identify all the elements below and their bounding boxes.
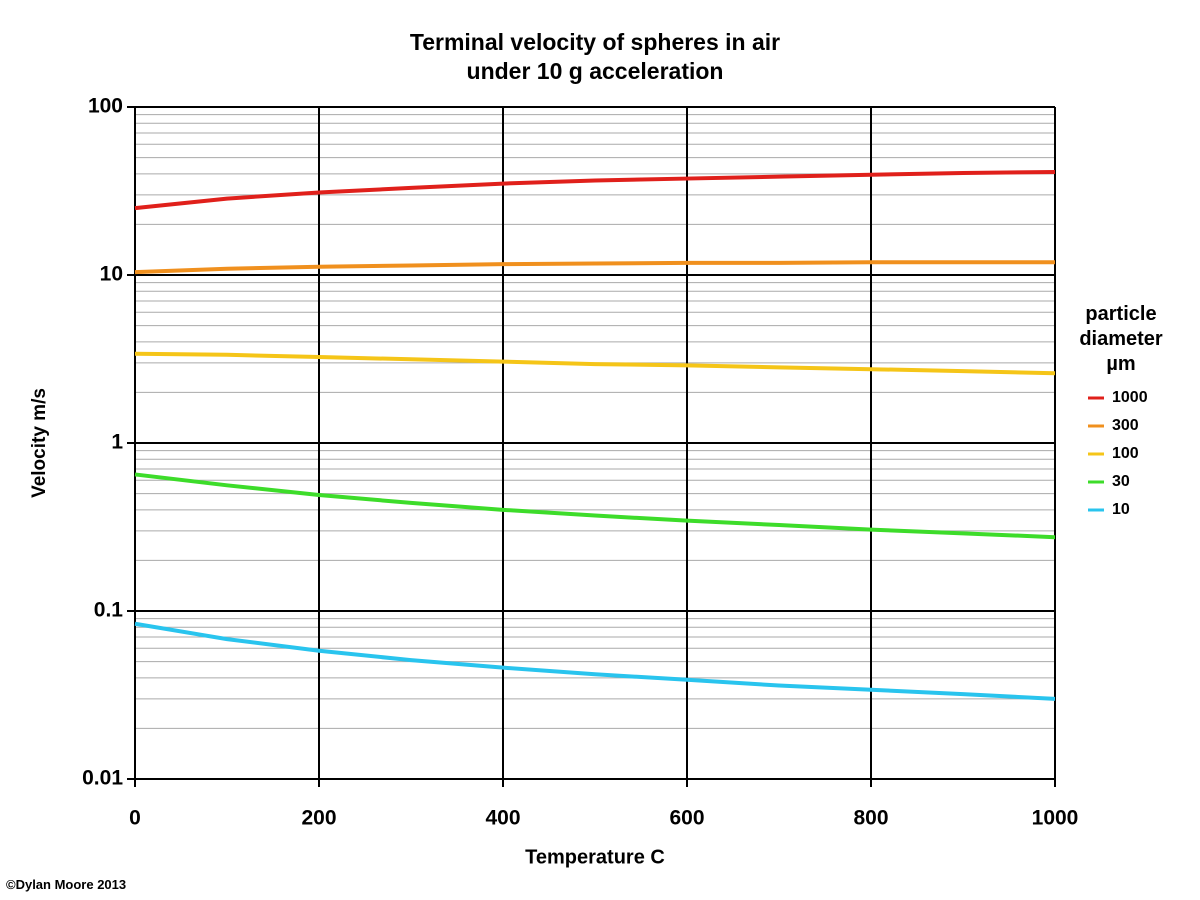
legend-label: 1000 [1112, 389, 1148, 406]
series-line [134, 621, 1056, 701]
series-line [134, 260, 1055, 275]
x-tick-label: 600 [669, 807, 704, 830]
y-tick-label: 0.1 [94, 599, 124, 622]
x-tick-label: 200 [301, 807, 336, 830]
legend-label: 300 [1112, 417, 1139, 434]
x-tick-label: 0 [129, 807, 141, 830]
series-line [134, 472, 1056, 540]
y-tick-label: 1 [111, 431, 123, 454]
chart-title: Terminal velocity of spheres in air unde… [409, 29, 781, 84]
y-tick-label: 0.01 [82, 767, 123, 790]
legend-label: 10 [1112, 501, 1130, 518]
legend-label: 30 [1112, 473, 1130, 490]
x-tick-label: 1000 [1032, 807, 1079, 830]
y-axis-label: Velocity m/s [29, 388, 50, 498]
x-tick-label: 400 [485, 807, 520, 830]
copyright: ©Dylan Moore 2013 [6, 877, 127, 892]
x-axis-label: Temperature C [525, 846, 665, 868]
series-line [134, 170, 1056, 211]
legend-title: particle diameter µm [1079, 303, 1163, 375]
x-tick-label: 800 [853, 807, 888, 830]
y-tick-label: 100 [88, 95, 123, 118]
series-line [134, 351, 1056, 376]
legend-label: 100 [1112, 445, 1139, 462]
y-tick-label: 10 [100, 263, 123, 286]
